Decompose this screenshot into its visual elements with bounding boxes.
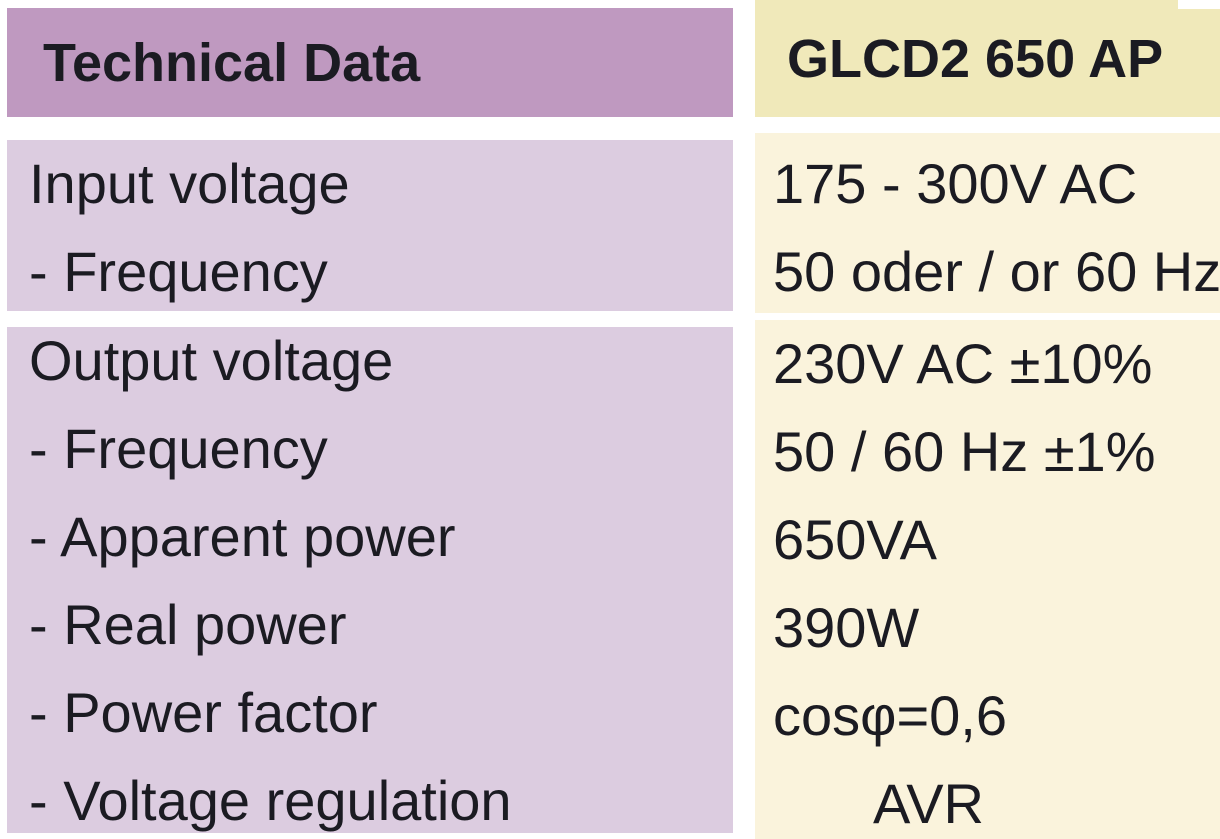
- spec-label: - Power factor: [29, 681, 378, 744]
- spec-label: Input voltage: [29, 152, 350, 215]
- spec-label: - Voltage regulation: [29, 769, 512, 832]
- spec-value: 50 / 60 Hz ±1%: [773, 420, 1156, 483]
- spec-label: - Apparent power: [29, 505, 456, 568]
- spec-value: 230V AC ±10%: [773, 332, 1153, 395]
- spec-labels-group-1: Input voltage - Frequency: [7, 140, 733, 311]
- spec-label: - Real power: [29, 593, 347, 656]
- spec-values-group-2: 230V AC ±10% 50 / 60 Hz ±1% 650VA 390W cosφ=…: [755, 320, 1220, 839]
- spec-label: Output voltage: [29, 329, 394, 392]
- table-title: Technical Data: [43, 32, 421, 93]
- spec-value: 390W: [773, 596, 920, 659]
- spec-labels-group-2: Output voltage - Frequency - Apparent powe…: [7, 327, 733, 833]
- spec-values-group-1: 175 - 300V AC 50 oder / or 60 Hz: [755, 133, 1220, 313]
- spec-value: cosφ=0,6: [773, 684, 1008, 747]
- corner-notch: [1178, 0, 1220, 9]
- spec-value: 175 - 300V AC: [773, 152, 1138, 215]
- right-column-header: GLCD2 650 AP: [755, 0, 1220, 117]
- spec-value: 650VA: [773, 508, 937, 571]
- spec-label: - Frequency: [29, 240, 328, 303]
- spec-value: 50 oder / or 60 Hz: [773, 240, 1220, 303]
- spec-value: AVR: [873, 772, 984, 835]
- left-column-header: Technical Data: [7, 8, 733, 117]
- spec-label: - Frequency: [29, 417, 328, 480]
- model-name: GLCD2 650 AP: [787, 28, 1164, 89]
